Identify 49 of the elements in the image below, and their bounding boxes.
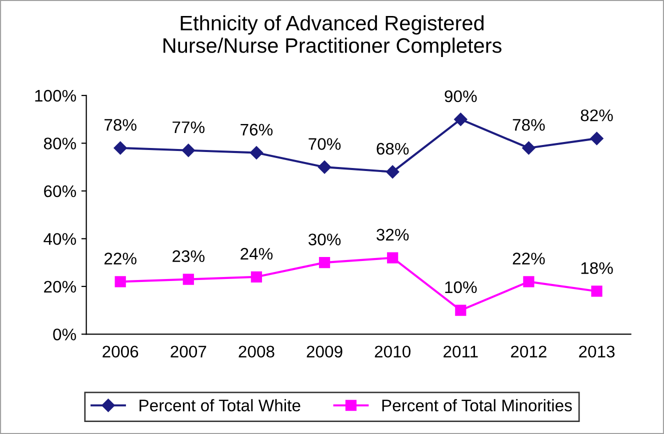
- chart-title: Ethnicity of Advanced Registered Nurse/Nurse Practitioner Completers: [164, 15, 502, 58]
- y-tick-label: 80%: [44, 138, 76, 150]
- point: [523, 276, 534, 288]
- y-tick-label: 40%: [44, 233, 76, 245]
- x-tick-label: 2011: [444, 346, 478, 358]
- point: [455, 304, 466, 316]
- legend-label: Percent of Total White: [140, 399, 300, 412]
- data-label: 68%: [376, 142, 409, 155]
- point: [387, 252, 398, 264]
- data-label: 70%: [308, 138, 341, 150]
- point: [250, 271, 262, 282]
- x-tick-label: 2009: [306, 346, 342, 358]
- point: [318, 160, 332, 174]
- x-tick-label: 2013: [579, 346, 615, 358]
- x-tick-label: 2012: [511, 346, 546, 358]
- x-tick-label: 2010: [374, 346, 410, 358]
- data-label: 10%: [445, 281, 477, 294]
- y-tick-label: 60%: [44, 185, 76, 198]
- x-tick-label: 2006: [102, 346, 138, 358]
- data-label: 77%: [172, 121, 204, 134]
- data-label: 23%: [172, 250, 204, 262]
- data-label: 78%: [512, 119, 545, 131]
- legend-label: Percent of Total Minorities: [382, 399, 572, 412]
- y-tick-label: 100%: [35, 90, 76, 102]
- data-label: 32%: [376, 228, 409, 241]
- data-label: 90%: [444, 90, 477, 102]
- point: [114, 276, 126, 288]
- data-label: 76%: [240, 124, 273, 136]
- point: [454, 112, 468, 126]
- x-tick-label: 2007: [170, 346, 206, 358]
- point: [386, 165, 400, 178]
- data-label: 78%: [104, 119, 136, 131]
- data-label: 30%: [308, 234, 341, 246]
- point: [182, 144, 195, 157]
- point: [591, 286, 602, 297]
- data-label: 22%: [512, 252, 545, 264]
- data-label: 24%: [240, 248, 273, 260]
- data-label: 22%: [104, 252, 136, 264]
- data-label: 18%: [581, 262, 613, 274]
- point: [590, 132, 604, 146]
- x-tick-label: 2008: [238, 346, 274, 358]
- point: [318, 257, 330, 268]
- point: [250, 146, 264, 160]
- point: [182, 274, 194, 285]
- y-tick-label: 20%: [44, 280, 76, 293]
- point: [522, 141, 536, 155]
- point: [114, 141, 127, 155]
- data-label: 82%: [580, 109, 613, 122]
- y-tick-label: 0%: [53, 328, 76, 340]
